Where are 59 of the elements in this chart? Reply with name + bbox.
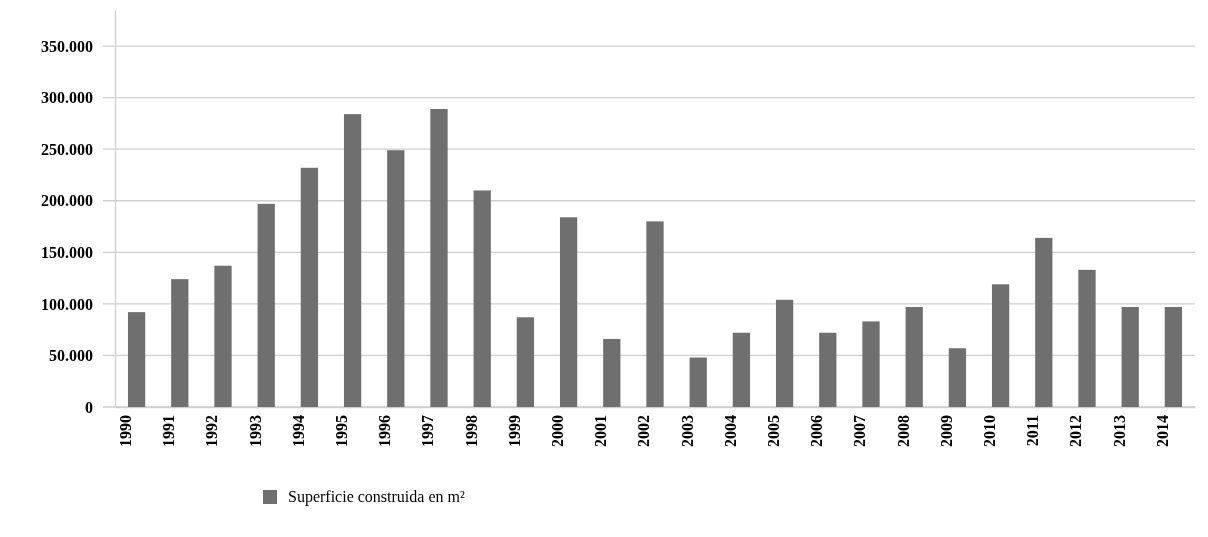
x-tick-label: 1993 bbox=[246, 415, 264, 447]
bar bbox=[819, 332, 837, 407]
bar bbox=[1164, 306, 1183, 407]
bar bbox=[905, 306, 923, 407]
x-tick-label: 2007 bbox=[851, 415, 869, 447]
bar bbox=[559, 217, 578, 407]
legend-label: Superficie construida en m² bbox=[288, 488, 465, 506]
x-tick-label: 1999 bbox=[505, 415, 523, 447]
x-tick-label: 1998 bbox=[462, 415, 480, 447]
x-tick-label: 2000 bbox=[549, 415, 566, 447]
bar bbox=[948, 348, 967, 407]
bar bbox=[689, 357, 707, 407]
bar bbox=[171, 279, 189, 407]
y-tick-label: 250.000 bbox=[41, 140, 93, 158]
x-tick-label: 2006 bbox=[808, 415, 826, 447]
bar bbox=[1035, 237, 1053, 407]
y-tick-label: 200.000 bbox=[41, 192, 93, 210]
x-tick-label: 2011 bbox=[1024, 415, 1042, 447]
x-tick-label: 2005 bbox=[765, 415, 782, 447]
bar bbox=[603, 338, 621, 407]
bar bbox=[646, 221, 664, 407]
x-tick-label: 2014 bbox=[1153, 415, 1171, 447]
y-tick-label: 50.000 bbox=[49, 347, 93, 365]
bar bbox=[214, 265, 232, 407]
bar bbox=[430, 108, 448, 407]
x-tick-label: 1994 bbox=[289, 415, 307, 447]
x-tick-label: 1991 bbox=[160, 415, 178, 447]
x-tick-label: 2010 bbox=[981, 415, 998, 447]
bar bbox=[862, 321, 880, 407]
bar bbox=[127, 312, 146, 407]
x-tick-label: 2004 bbox=[721, 415, 739, 447]
y-tick-label: 350.000 bbox=[41, 37, 93, 55]
bar bbox=[257, 203, 275, 407]
x-tick-label: 1992 bbox=[203, 415, 221, 447]
bar bbox=[775, 299, 794, 407]
x-tick-label: 2008 bbox=[894, 415, 912, 447]
y-tick-label: 150.000 bbox=[41, 243, 93, 261]
y-tick-label: 0 bbox=[85, 398, 93, 416]
x-tick-label: 2009 bbox=[937, 415, 955, 447]
bar bbox=[516, 317, 535, 407]
x-tick-label: 1997 bbox=[419, 415, 437, 447]
x-tick-label: 1990 bbox=[117, 415, 134, 447]
bar bbox=[1121, 306, 1139, 407]
x-tick-label: 1995 bbox=[333, 415, 350, 447]
bar bbox=[473, 190, 491, 407]
x-tick-label: 2003 bbox=[678, 415, 696, 447]
bar bbox=[387, 150, 405, 407]
x-tick-label: 2012 bbox=[1067, 415, 1085, 447]
x-tick-label: 2013 bbox=[1110, 415, 1128, 447]
bar bbox=[1078, 269, 1096, 407]
x-tick-label: 2002 bbox=[635, 415, 653, 447]
bar bbox=[343, 114, 362, 407]
x-tick-label: 2001 bbox=[592, 415, 610, 447]
x-tick-label: 1996 bbox=[376, 415, 394, 447]
bar bbox=[300, 167, 319, 407]
y-tick-label: 100.000 bbox=[41, 295, 93, 313]
y-tick-label: 300.000 bbox=[41, 89, 93, 107]
bar bbox=[991, 284, 1010, 407]
bar bbox=[732, 332, 751, 407]
